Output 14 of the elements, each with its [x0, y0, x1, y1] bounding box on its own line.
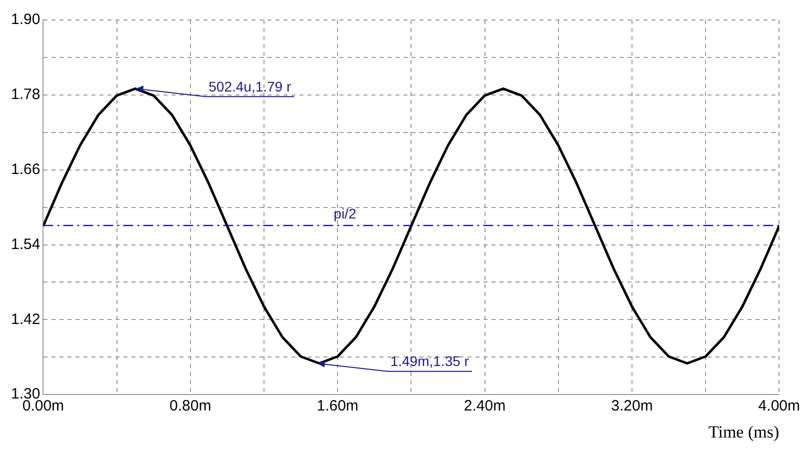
x-tick-label: 3.20m	[611, 398, 653, 415]
ref-line-label: pi/2	[334, 205, 356, 222]
y-tick-label: 1.54	[10, 236, 40, 253]
x-tick-label: 1.60m	[316, 398, 358, 415]
y-tick-label: 1.66	[10, 160, 40, 178]
annotation: 502.4u,1.79 r	[208, 78, 292, 95]
y-tick-label: 1.90	[10, 11, 40, 28]
x-tick-label: 4.00m	[758, 398, 800, 415]
x-axis-title: Time (ms)	[708, 422, 780, 442]
y-tick-label: 1.42	[10, 310, 40, 328]
x-tick-label: 2.40m	[464, 398, 506, 415]
y-tick-label: 1.78	[10, 86, 40, 104]
x-tick-label: 0.80m	[170, 398, 212, 415]
annotation: 1.49m,1.35 r	[390, 353, 470, 370]
